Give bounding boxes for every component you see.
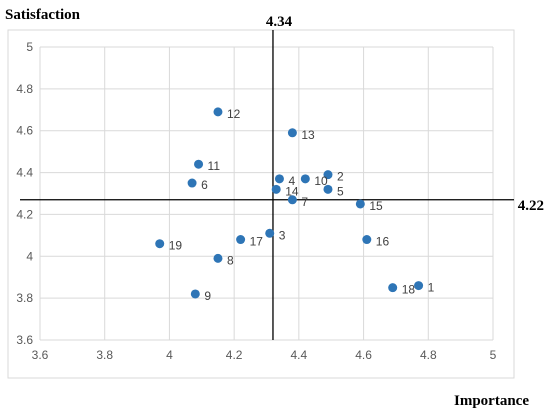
x-tick-label: 4.4 [291,348,308,362]
x-tick-label: 4.8 [420,348,437,362]
data-point-label: 18 [402,283,416,297]
data-point-label: 9 [204,289,211,303]
x-tick-label: 5 [490,348,497,362]
y-tick-label: 5 [26,40,33,54]
plot-frame [7,29,515,379]
data-point-label: 1 [428,281,435,295]
data-point [414,281,424,291]
y-tick-label: 4.4 [16,166,33,180]
data-point [323,170,333,180]
x-tick-label: 3.6 [32,348,49,362]
data-point-label: 11 [208,159,221,173]
data-points [155,107,424,299]
data-point [388,283,398,293]
data-point-label: 16 [376,235,390,249]
data-point [300,174,310,184]
x-axis-title: Importance [454,393,529,409]
y-tick-label: 4.6 [16,124,33,138]
x-tick-label: 4 [166,348,173,362]
data-point [287,128,297,138]
y-tick-label: 3.6 [16,333,33,347]
data-point-label: 19 [169,239,183,253]
data-point-label: 17 [250,235,264,249]
data-point [190,289,200,299]
data-point [287,195,297,205]
data-point [187,178,197,188]
data-point [355,199,365,209]
gridlines [39,46,494,341]
tick-labels: 3.6 3.8 4 4.2 4.4 4.6 4.8 5 3.6 3.8 4 4.2 4.4 4.6 4.8 5 [16,40,496,362]
data-point-label: 4 [288,174,295,188]
data-point-label: 12 [227,107,241,121]
y-tick-label: 3.8 [16,291,33,305]
y-tick-label: 4.2 [16,207,33,221]
x-tick-label: 3.8 [96,348,113,362]
data-point [213,107,223,117]
data-point-label: 15 [369,199,383,213]
data-point-label: 8 [227,253,234,267]
data-point-label: 7 [301,195,308,209]
data-point [194,159,204,169]
y-tick-label: 4 [26,249,33,263]
data-point [362,235,372,245]
data-point [274,174,284,184]
x-tick-label: 4.2 [226,348,243,362]
horizontal-reference-label: 4.22 [518,198,544,214]
data-point [213,253,223,263]
data-point [236,235,246,245]
data-point-label: 14 [285,184,299,198]
data-point-label: 10 [314,174,328,188]
data-point-label: 5 [337,184,344,198]
data-point-label: 13 [301,128,315,142]
data-point [323,184,333,194]
data-point [265,228,275,238]
data-point-label: 6 [201,178,208,192]
data-point-label: 3 [279,228,286,242]
reference-lines [20,30,514,340]
data-point [155,239,165,249]
data-point-label: 2 [337,170,344,184]
x-tick-label: 4.6 [355,348,372,362]
y-axis-title: Satisfaction [5,7,81,23]
vertical-reference-label: 4.34 [266,14,293,30]
data-point [271,184,281,194]
y-tick-label: 4.8 [16,82,33,96]
